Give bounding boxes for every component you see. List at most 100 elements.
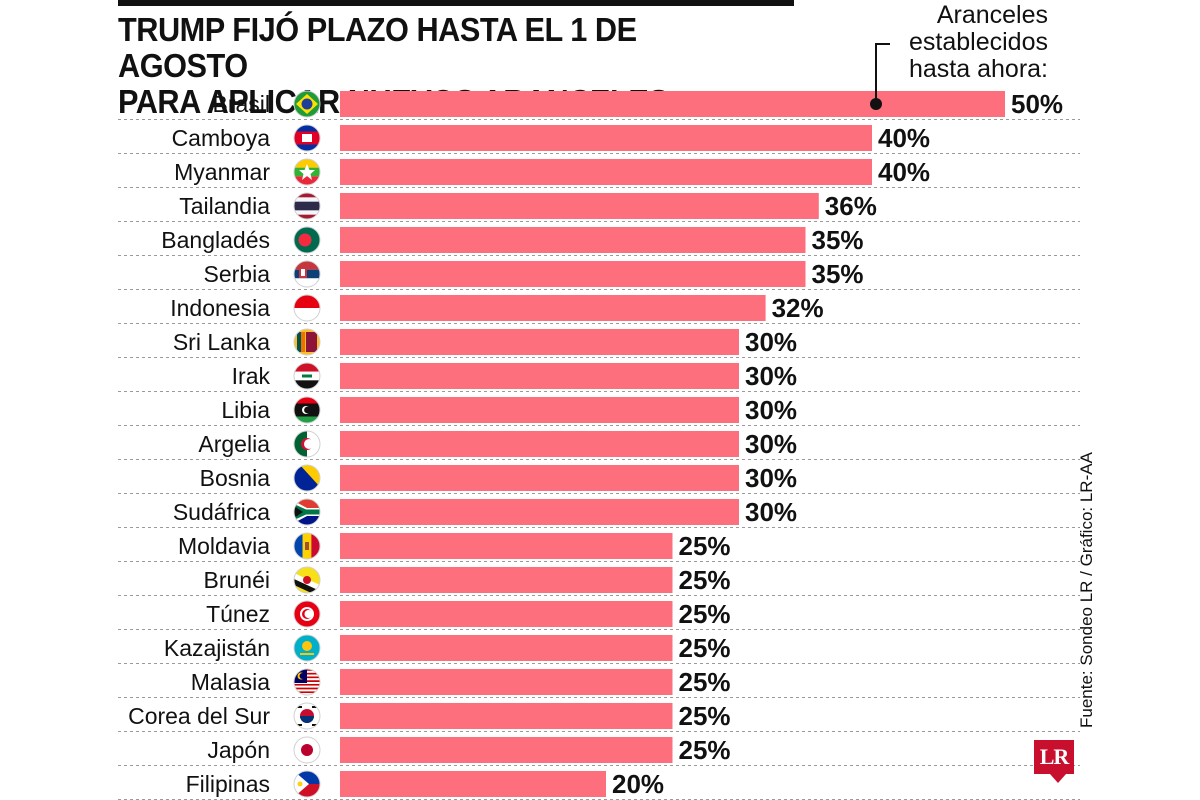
value-label-sudafrica: 30% [745,497,797,527]
flag-outline [293,362,321,390]
bar-camboya [340,125,872,151]
value-label-argelia: 30% [745,429,797,459]
category-label-japon: Japón [207,737,270,763]
kazakhstan-flag-icon [294,635,320,661]
bar-moldavia [340,533,673,559]
bar-libia [340,397,739,423]
category-label-tailandia: Tailandia [179,193,270,219]
flag-outline [293,770,321,798]
category-label-tunez: Túnez [206,601,270,627]
iraq-flag-icon [294,363,320,389]
bar-tunez [340,601,673,627]
sri-lanka-flag-icon [294,329,320,355]
bar-japon [340,737,673,763]
category-label-kazajistan: Kazajistán [164,635,270,661]
flag-outline [293,226,321,254]
lr-logo: LR [1034,740,1074,783]
malaysia-flag-icon [294,669,320,695]
category-label-corea-del-sur: Corea del Sur [128,703,270,729]
bar-malasia [340,669,673,695]
philippines-flag-icon [294,771,320,797]
category-label-moldavia: Moldavia [178,533,270,559]
flag-outline [293,566,321,594]
bar-bosnia [340,465,739,491]
tunisia-flag-icon [294,601,320,627]
value-label-banglades: 35% [812,225,864,255]
value-label-libia: 30% [745,395,797,425]
value-label-tunez: 25% [679,599,731,629]
annotation-callout: Aranceles establecidos hasta ahora: [909,2,1048,83]
flag-outline [293,600,321,628]
value-label-moldavia: 25% [679,531,731,561]
value-label-camboya: 40% [878,123,930,153]
value-label-tailandia: 36% [825,191,877,221]
value-label-bosnia: 30% [745,463,797,493]
south-africa-flag-icon [294,499,320,525]
thailand-flag-icon [294,193,320,219]
category-label-irak: Irak [232,363,271,389]
moldova-flag-icon [294,533,320,559]
annotation-line-2: establecidos [909,28,1048,56]
flag-outline [293,736,321,764]
category-label-camboya: Camboya [172,125,271,151]
value-label-japon: 25% [679,735,731,765]
flag-outline [293,294,321,322]
flag-outline [293,634,321,662]
flag-outline [293,192,321,220]
chart-title-line-1: TRUMP FIJÓ PLAZO HASTA EL 1 DE AGOSTO [118,11,637,84]
bar-argelia [340,431,739,457]
cambodia-flag-icon [294,125,320,151]
bar-sri-lanka [340,329,739,355]
annotation-line-1: Aranceles [936,1,1048,29]
bar-kazajistan [340,635,673,661]
bar-indonesia [340,295,766,321]
bar-sudafrica [340,499,739,525]
value-label-brasil: 50% [1011,89,1063,119]
value-label-indonesia: 32% [772,293,824,323]
value-label-sri-lanka: 30% [745,327,797,357]
value-label-brunei: 25% [679,565,731,595]
myanmar-flag-icon [294,159,320,185]
source-note: Fuente: Sondeo LR / Gráfico: LR-AA [1077,452,1096,728]
flag-outline [293,328,321,356]
value-label-filipinas: 20% [612,769,664,799]
category-label-indonesia: Indonesia [170,295,270,321]
category-label-bosnia: Bosnia [200,465,271,491]
bar-brasil [340,91,1005,117]
category-label-brunei: Brunéi [204,567,270,593]
top-rule [118,0,794,6]
category-label-serbia: Serbia [204,261,271,287]
flag-outline [293,430,321,458]
bar-irak [340,363,739,389]
flag-outline [293,668,321,696]
value-label-serbia: 35% [812,259,864,289]
category-label-myanmar: Myanmar [174,159,270,185]
category-label-libia: Libia [221,397,270,423]
category-label-sri-lanka: Sri Lanka [173,329,270,355]
annotation-dot [870,98,882,110]
value-label-corea-del-sur: 25% [679,701,731,731]
category-label-sudafrica: Sudáfrica [173,499,270,525]
korea-flag-icon [294,703,320,729]
bar-serbia [340,261,806,287]
flag-outline [293,260,321,288]
bar-corea-del-sur [340,703,673,729]
bosnia-flag-icon [294,465,320,491]
flag-outline [293,90,321,118]
algeria-flag-icon [294,431,320,457]
category-label-brasil: Brasil [212,91,270,117]
bar-myanmar [340,159,872,185]
flag-outline [293,464,321,492]
value-label-myanmar: 40% [878,157,930,187]
category-label-argelia: Argelia [198,431,270,457]
annotation-leader-line [875,43,890,104]
libya-flag-icon [294,397,320,423]
category-label-filipinas: Filipinas [186,771,270,797]
bar-filipinas [340,771,606,797]
flag-outline [293,498,321,526]
flag-outline [293,396,321,424]
serbia-flag-icon [294,261,320,287]
category-label-malasia: Malasia [191,669,270,695]
flag-outline [293,702,321,730]
